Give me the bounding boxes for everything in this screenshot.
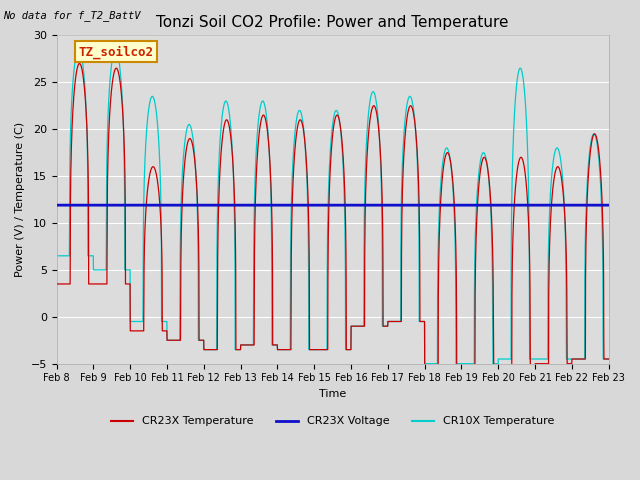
Text: No data for f_T2_BattV: No data for f_T2_BattV xyxy=(3,11,141,22)
X-axis label: Time: Time xyxy=(319,389,346,399)
Legend: CR23X Temperature, CR23X Voltage, CR10X Temperature: CR23X Temperature, CR23X Voltage, CR10X … xyxy=(106,412,559,431)
Title: Tonzi Soil CO2 Profile: Power and Temperature: Tonzi Soil CO2 Profile: Power and Temper… xyxy=(156,15,509,30)
Y-axis label: Power (V) / Temperature (C): Power (V) / Temperature (C) xyxy=(15,122,25,277)
Text: TZ_soilco2: TZ_soilco2 xyxy=(79,45,154,59)
